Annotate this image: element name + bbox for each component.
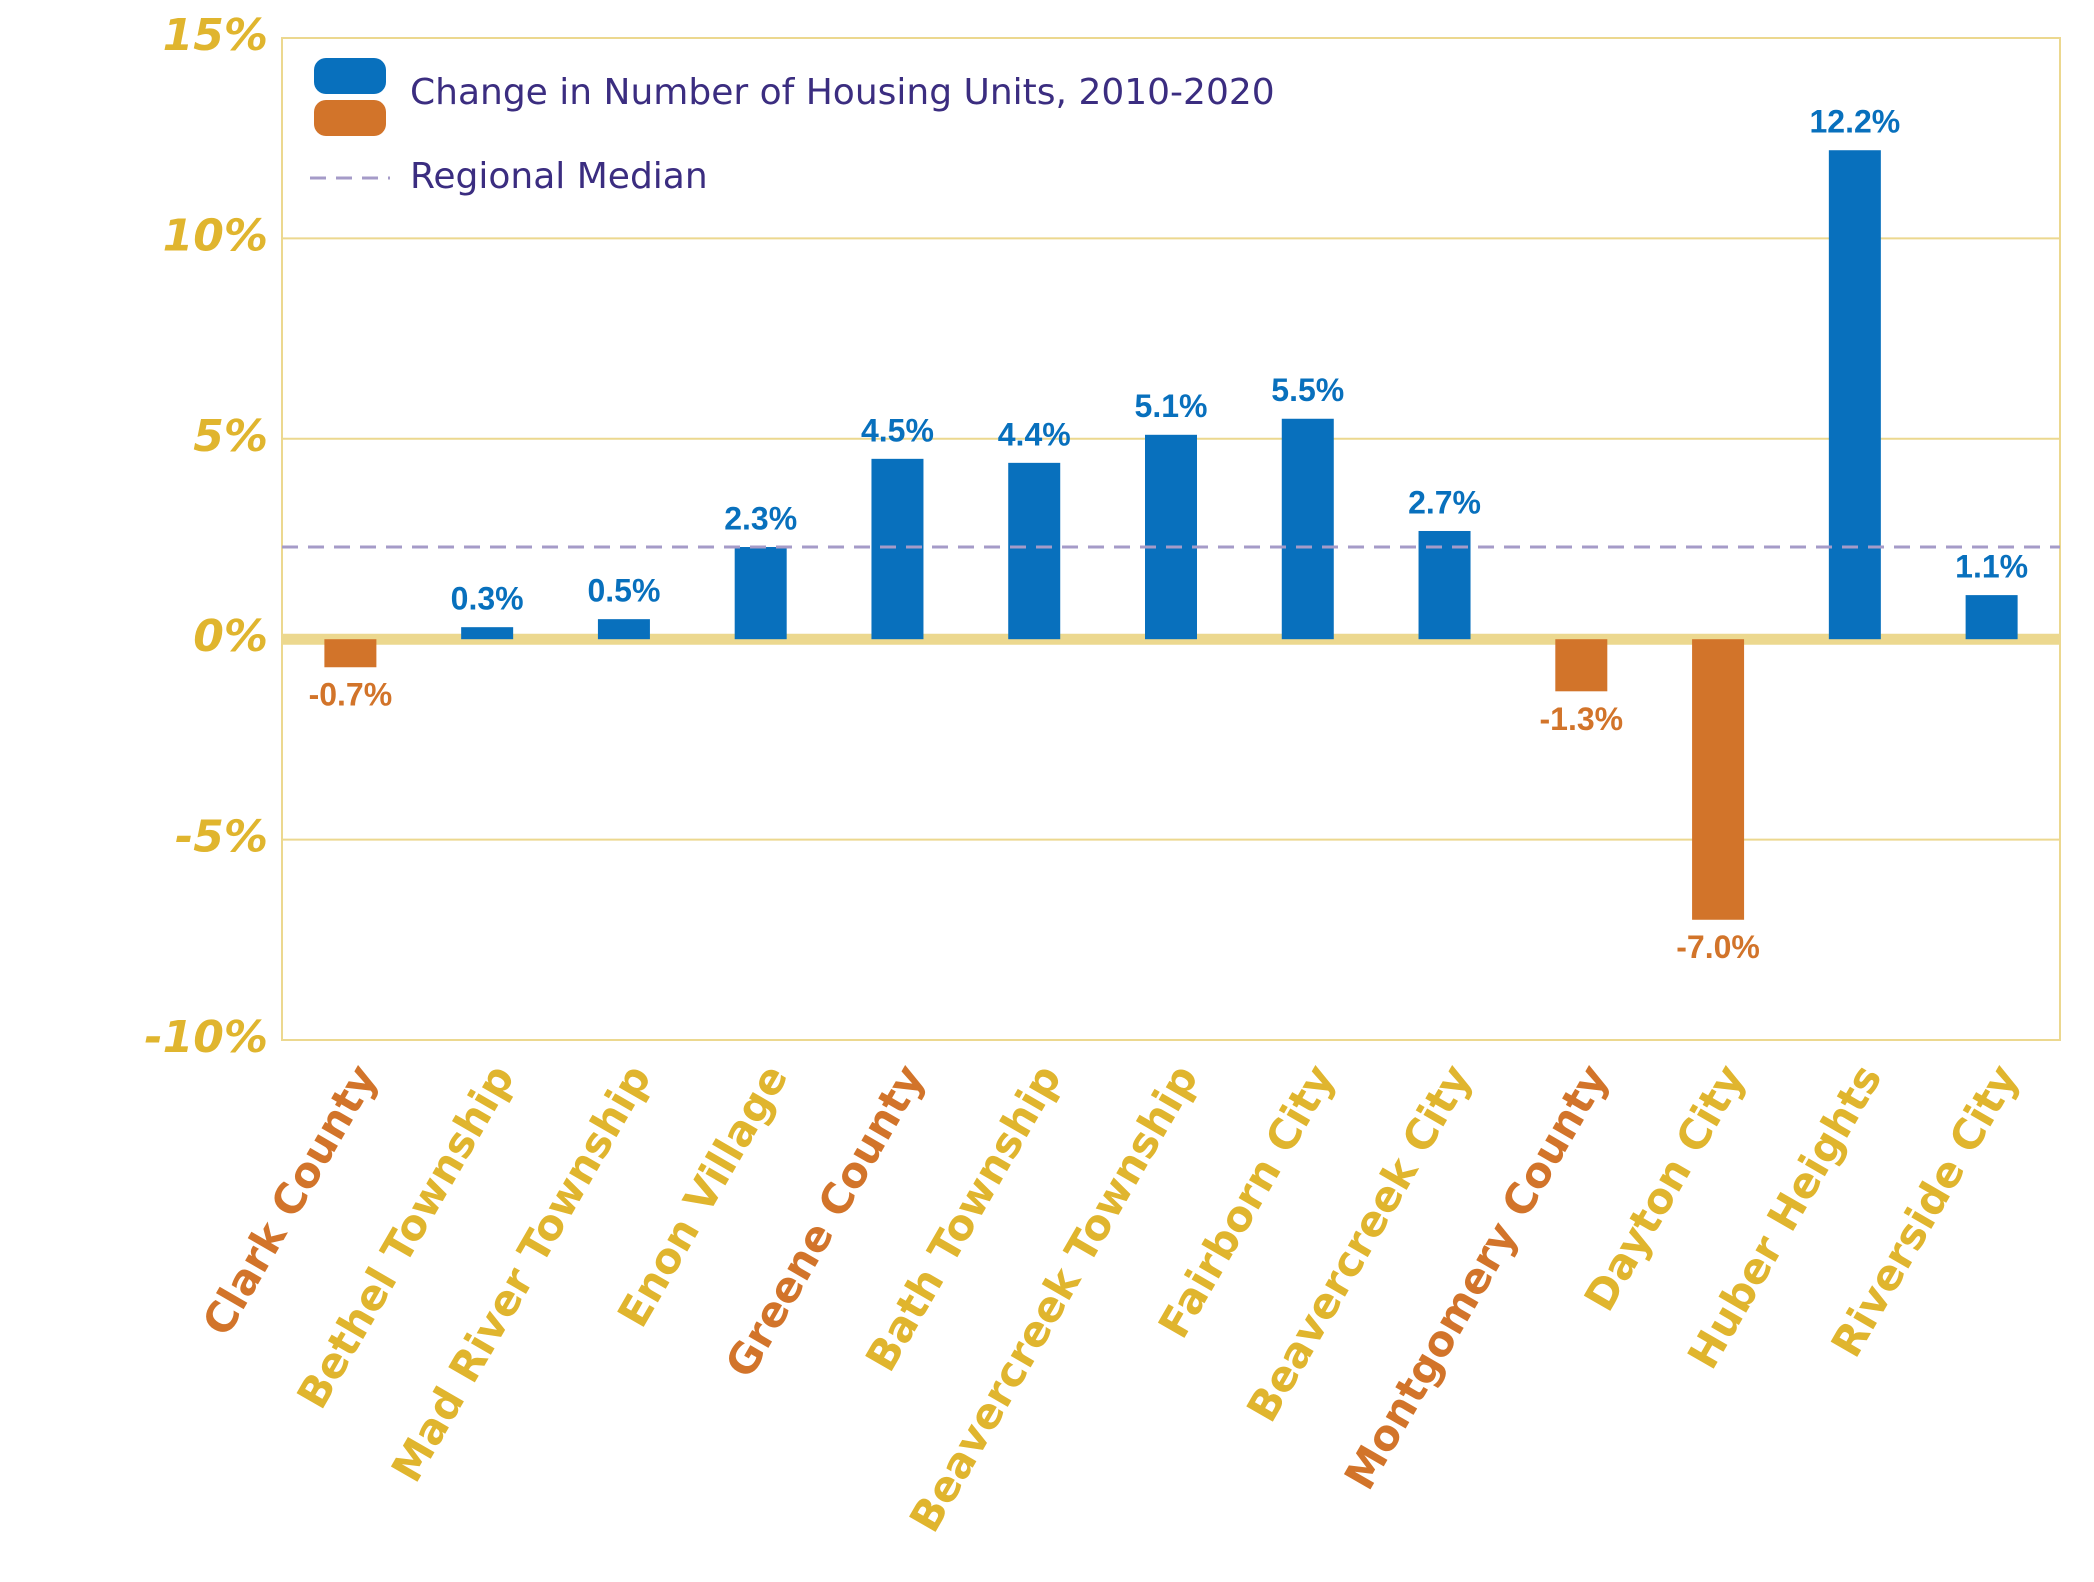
value-label: -0.7% [309,677,393,713]
bar [1555,639,1608,692]
bar [324,639,377,668]
value-label: 5.5% [1271,372,1344,408]
value-label: 5.1% [1135,388,1208,424]
value-label: 0.3% [451,581,524,617]
legend-label: Regional Median [410,156,708,197]
y-tick-label: 15% [163,10,268,61]
value-label: -1.3% [1540,701,1624,737]
value-label: 0.5% [587,573,660,609]
value-label: -7.0% [1676,929,1760,965]
value-label: 4.5% [861,412,934,448]
bar [1828,150,1881,640]
bar [1965,595,2018,640]
y-tick-label: -5% [175,812,268,863]
y-tick-label: 10% [163,210,268,261]
bar [597,619,650,640]
value-label: 1.1% [1955,549,2028,585]
y-tick-label: 5% [193,411,268,462]
value-label: 4.4% [998,416,1071,452]
value-label: 12.2% [1809,104,1900,140]
bar [734,547,787,640]
x-tick-label: Montgomery County [1335,1056,1618,1497]
x-tick-label: Mad River Township [382,1056,661,1490]
legend-label: Change in Number of Housing Units, 2010-… [410,72,1275,113]
y-tick-label: 0% [193,611,268,662]
bar [1418,530,1471,640]
bar [1692,639,1745,920]
bar [1008,462,1061,640]
legend-swatch [314,100,386,136]
bar [1145,434,1197,640]
legend-swatch [314,58,386,94]
bar [1281,418,1334,640]
bar [461,627,514,640]
bar [871,458,924,640]
value-label: 2.7% [1408,484,1481,520]
value-label: 2.3% [724,500,797,536]
y-tick-label: -10% [144,1012,268,1063]
